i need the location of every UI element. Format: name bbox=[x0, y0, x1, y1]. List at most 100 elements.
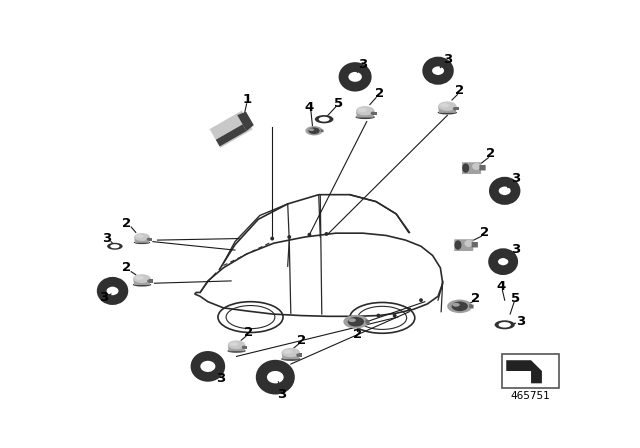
Ellipse shape bbox=[440, 103, 449, 108]
FancyBboxPatch shape bbox=[472, 242, 478, 247]
Circle shape bbox=[324, 232, 328, 236]
Text: 4: 4 bbox=[496, 280, 506, 293]
Ellipse shape bbox=[454, 240, 461, 250]
FancyBboxPatch shape bbox=[462, 162, 481, 174]
Circle shape bbox=[419, 298, 423, 302]
Ellipse shape bbox=[296, 353, 301, 357]
Text: 2: 2 bbox=[353, 327, 362, 340]
Text: 3: 3 bbox=[358, 58, 367, 71]
Ellipse shape bbox=[319, 117, 330, 122]
Ellipse shape bbox=[452, 302, 468, 311]
Bar bbox=[373, 112, 376, 115]
Ellipse shape bbox=[348, 318, 356, 322]
Text: 3: 3 bbox=[443, 53, 452, 66]
Ellipse shape bbox=[315, 115, 333, 123]
Text: 3: 3 bbox=[516, 315, 525, 328]
Text: 2: 2 bbox=[455, 84, 464, 97]
Text: 2: 2 bbox=[470, 292, 480, 305]
Ellipse shape bbox=[447, 300, 472, 313]
Circle shape bbox=[393, 314, 397, 318]
Ellipse shape bbox=[462, 164, 469, 173]
Ellipse shape bbox=[107, 243, 123, 250]
Polygon shape bbox=[469, 304, 474, 309]
Ellipse shape bbox=[355, 115, 375, 119]
Text: 4: 4 bbox=[305, 101, 314, 114]
Polygon shape bbox=[209, 111, 253, 148]
Ellipse shape bbox=[308, 127, 319, 134]
Ellipse shape bbox=[356, 106, 374, 116]
Polygon shape bbox=[237, 112, 254, 131]
FancyBboxPatch shape bbox=[502, 354, 559, 388]
Ellipse shape bbox=[465, 240, 473, 247]
Bar bbox=[298, 353, 302, 357]
Ellipse shape bbox=[282, 348, 300, 357]
Ellipse shape bbox=[371, 112, 375, 115]
Polygon shape bbox=[321, 129, 324, 132]
Text: 3: 3 bbox=[102, 232, 111, 245]
Ellipse shape bbox=[495, 320, 515, 329]
Bar bbox=[244, 345, 248, 349]
Ellipse shape bbox=[452, 107, 458, 110]
Ellipse shape bbox=[134, 241, 150, 244]
Polygon shape bbox=[438, 106, 456, 113]
Polygon shape bbox=[216, 125, 246, 146]
Circle shape bbox=[287, 235, 291, 239]
Circle shape bbox=[408, 307, 412, 311]
Circle shape bbox=[270, 237, 274, 241]
Ellipse shape bbox=[230, 342, 238, 346]
Ellipse shape bbox=[452, 303, 460, 307]
Ellipse shape bbox=[133, 283, 151, 287]
Text: 5: 5 bbox=[511, 292, 520, 305]
Text: 465751: 465751 bbox=[511, 392, 550, 401]
Text: 2: 2 bbox=[480, 226, 489, 239]
Text: 3: 3 bbox=[511, 243, 520, 256]
Ellipse shape bbox=[348, 317, 364, 327]
FancyBboxPatch shape bbox=[479, 165, 486, 170]
Ellipse shape bbox=[136, 234, 143, 238]
Circle shape bbox=[307, 233, 311, 237]
Polygon shape bbox=[228, 345, 245, 351]
Ellipse shape bbox=[135, 276, 144, 280]
Polygon shape bbox=[134, 237, 150, 243]
Ellipse shape bbox=[438, 111, 457, 115]
Text: 2: 2 bbox=[374, 87, 384, 100]
Text: 3: 3 bbox=[277, 388, 286, 401]
Ellipse shape bbox=[110, 244, 120, 248]
Ellipse shape bbox=[472, 163, 481, 170]
Polygon shape bbox=[195, 233, 443, 316]
Bar bbox=[455, 107, 459, 110]
Text: 3: 3 bbox=[216, 372, 226, 385]
Polygon shape bbox=[506, 360, 542, 383]
Text: 2: 2 bbox=[244, 326, 253, 339]
Ellipse shape bbox=[499, 322, 511, 327]
Text: 2: 2 bbox=[122, 217, 131, 230]
Ellipse shape bbox=[284, 349, 292, 354]
Polygon shape bbox=[282, 353, 300, 359]
Text: 2: 2 bbox=[297, 334, 306, 347]
Bar bbox=[148, 238, 152, 241]
Ellipse shape bbox=[343, 315, 369, 328]
Text: 3: 3 bbox=[511, 172, 520, 185]
Ellipse shape bbox=[134, 233, 150, 241]
Text: 1: 1 bbox=[242, 94, 251, 107]
Polygon shape bbox=[365, 319, 370, 324]
FancyBboxPatch shape bbox=[454, 239, 474, 251]
Text: 2: 2 bbox=[486, 147, 495, 160]
Polygon shape bbox=[133, 279, 151, 285]
Ellipse shape bbox=[438, 101, 456, 111]
Bar bbox=[149, 280, 153, 283]
Ellipse shape bbox=[147, 280, 152, 283]
Polygon shape bbox=[356, 111, 374, 117]
Ellipse shape bbox=[228, 340, 245, 349]
Text: 2: 2 bbox=[122, 261, 131, 274]
Ellipse shape bbox=[358, 108, 367, 112]
Ellipse shape bbox=[242, 345, 246, 349]
Ellipse shape bbox=[309, 129, 314, 131]
Text: 5: 5 bbox=[334, 97, 344, 110]
Ellipse shape bbox=[147, 238, 150, 241]
Ellipse shape bbox=[305, 126, 323, 135]
Circle shape bbox=[376, 314, 380, 318]
Text: 3: 3 bbox=[99, 291, 108, 304]
Ellipse shape bbox=[133, 274, 151, 283]
Ellipse shape bbox=[281, 357, 301, 361]
